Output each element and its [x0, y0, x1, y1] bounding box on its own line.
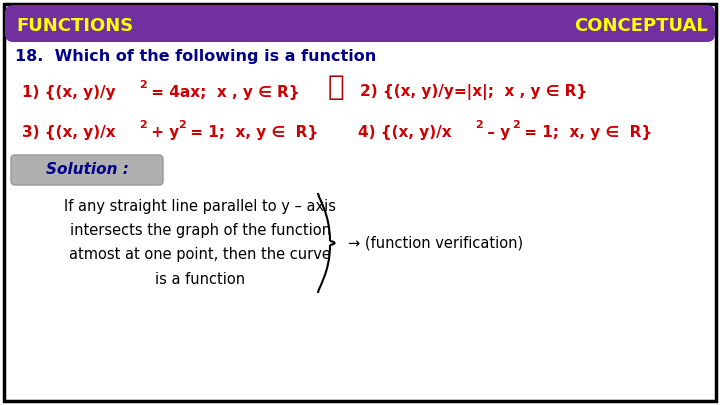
Text: 2: 2: [475, 120, 482, 130]
FancyBboxPatch shape: [4, 4, 716, 401]
FancyBboxPatch shape: [11, 155, 163, 185]
Text: 2: 2: [139, 80, 147, 90]
Text: = 4ax;  x , y ∈ R}: = 4ax; x , y ∈ R}: [146, 85, 300, 100]
Text: FUNCTIONS: FUNCTIONS: [16, 17, 133, 35]
Text: 18.  Which of the following is a function: 18. Which of the following is a function: [15, 49, 377, 64]
FancyBboxPatch shape: [5, 5, 715, 42]
Text: 2: 2: [178, 120, 186, 130]
Text: ✔: ✔: [328, 75, 345, 102]
Text: 3) {(x, y)/x: 3) {(x, y)/x: [22, 124, 116, 139]
Text: 2) {(x, y)/y=|x|;  x , y ∈ R}: 2) {(x, y)/y=|x|; x , y ∈ R}: [360, 84, 588, 100]
Text: + y: + y: [146, 124, 179, 139]
Text: 4) {(x, y)/x: 4) {(x, y)/x: [358, 124, 451, 139]
Text: 1) {(x, y)/y: 1) {(x, y)/y: [22, 85, 116, 100]
Text: → (function verification): → (function verification): [348, 235, 523, 251]
Text: CONCEPTUAL: CONCEPTUAL: [575, 17, 708, 35]
Text: = 1;  x, y ∈  R}: = 1; x, y ∈ R}: [519, 124, 652, 139]
Text: = 1;  x, y ∈  R}: = 1; x, y ∈ R}: [185, 124, 318, 139]
Text: intersects the graph of the function: intersects the graph of the function: [70, 224, 330, 239]
Text: 2: 2: [139, 120, 147, 130]
Text: – y: – y: [482, 124, 510, 139]
Text: atmost at one point, then the curve: atmost at one point, then the curve: [69, 247, 331, 262]
Text: 2: 2: [512, 120, 520, 130]
Text: If any straight line parallel to y – axis: If any straight line parallel to y – axi…: [64, 200, 336, 215]
Text: is a function: is a function: [155, 271, 245, 286]
Text: Solution :: Solution :: [45, 162, 128, 177]
